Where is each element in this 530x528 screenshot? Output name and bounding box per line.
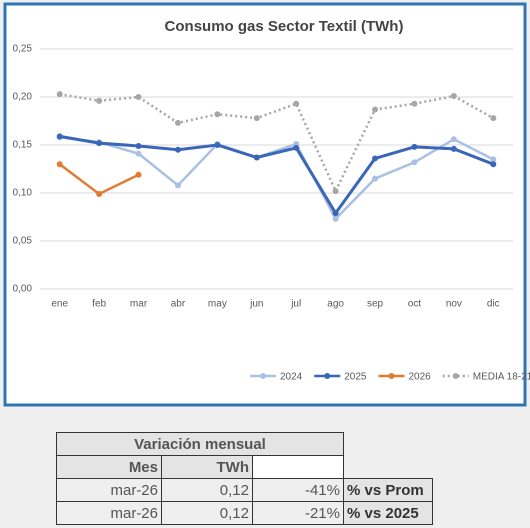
y-tick-label: 0,25	[13, 44, 33, 55]
point	[372, 155, 379, 162]
point	[96, 97, 103, 104]
legend-marker	[452, 373, 459, 379]
point	[174, 146, 181, 153]
point	[96, 190, 103, 197]
y-tick-label: 0,15	[13, 140, 33, 151]
cell: 0,12	[161, 501, 253, 525]
legend-label: 2025	[344, 372, 367, 383]
point	[135, 142, 142, 149]
point	[332, 215, 339, 222]
point	[135, 150, 142, 157]
x-tick-label: nov	[446, 299, 462, 310]
x-tick-label: mar	[130, 299, 148, 310]
point	[135, 171, 142, 178]
point	[214, 142, 221, 148]
x-tick-label: ene	[51, 299, 68, 310]
cell: % vs Prom	[343, 478, 433, 502]
point	[174, 182, 181, 189]
y-tick-label: 0,00	[13, 284, 33, 295]
point	[56, 161, 63, 168]
header-cell: Mes	[56, 455, 162, 479]
x-tick-label: ago	[327, 299, 344, 310]
point	[253, 154, 260, 161]
point	[293, 144, 300, 151]
point	[372, 175, 379, 182]
x-tick-label: sep	[367, 299, 384, 310]
point	[411, 159, 418, 166]
point	[490, 156, 497, 163]
point	[411, 100, 418, 107]
x-tick-label: abr	[171, 299, 186, 310]
point	[214, 111, 221, 118]
chart-title: Consumo gas Sector Textil (TWh)	[165, 18, 404, 35]
cell: -41%	[252, 478, 344, 502]
point	[411, 143, 418, 150]
point	[253, 115, 260, 122]
y-tick-label: 0,20	[13, 92, 33, 103]
point	[56, 91, 63, 98]
legend-label: 2024	[280, 372, 303, 383]
point	[332, 188, 339, 195]
cell: % vs 2025	[343, 501, 433, 525]
cell: -21%	[252, 501, 344, 525]
cell: mar-26	[56, 478, 162, 502]
x-tick-label: may	[208, 299, 227, 310]
series-line	[59, 92, 494, 195]
y-tick-label: 0,10	[13, 188, 33, 199]
chart-frame	[3, 2, 527, 407]
summary-table: Variación mensual Mes TWh mar-26 0,12 -4…	[56, 432, 433, 525]
cell: mar-26	[56, 501, 162, 525]
point	[450, 136, 457, 143]
chart: Consumo gas Sector Textil (TWh) 0,00 0,05…	[3, 2, 530, 407]
point	[372, 106, 379, 113]
point	[450, 145, 457, 152]
legend-label: MEDIA 18-21	[473, 372, 530, 383]
legend-label: 2026	[409, 372, 432, 383]
x-tick-label: dic	[487, 299, 500, 310]
legend-marker	[260, 373, 266, 379]
point	[490, 115, 497, 122]
table-title: Variación mensual	[56, 432, 344, 456]
y-tick-label: 0,05	[13, 236, 33, 247]
x-tick-label: jun	[249, 299, 263, 310]
cell: 0,12	[161, 478, 253, 502]
series-line	[59, 134, 494, 216]
point	[174, 119, 181, 126]
series-line	[59, 136, 494, 222]
x-tick-label: oct	[408, 299, 422, 310]
point	[450, 93, 457, 100]
point	[96, 140, 103, 147]
x-tick-label: jul	[290, 299, 301, 310]
header-cell: TWh	[161, 455, 253, 479]
point	[135, 94, 142, 100]
point	[293, 100, 300, 107]
legend-marker	[324, 373, 331, 379]
point	[56, 133, 63, 140]
point	[490, 161, 497, 168]
x-tick-label: feb	[92, 299, 106, 310]
legend-marker	[388, 373, 395, 379]
point	[332, 210, 339, 217]
